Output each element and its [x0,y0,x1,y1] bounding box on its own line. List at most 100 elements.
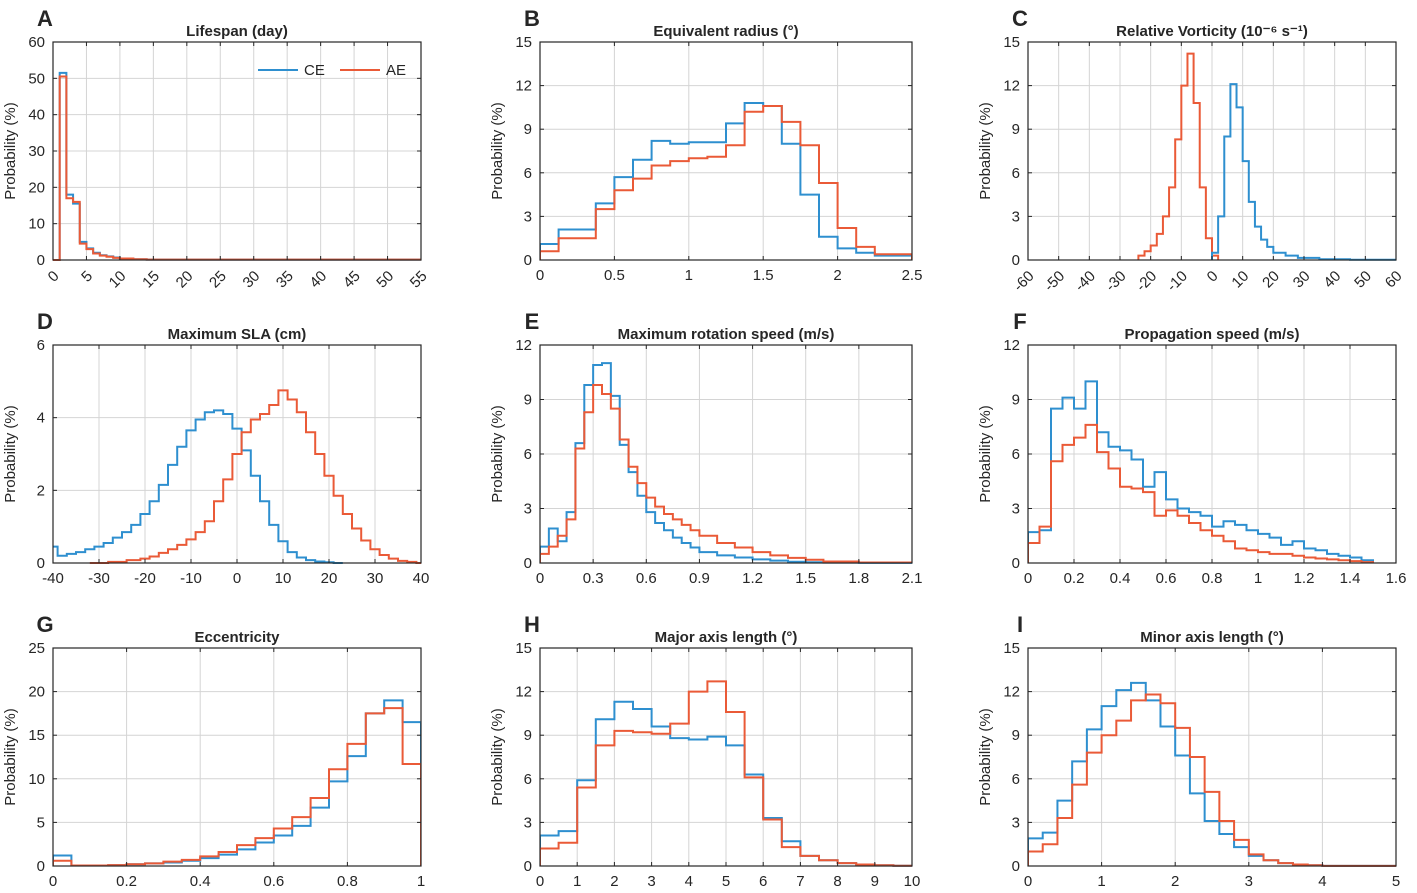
y-tick-label: 15 [515,34,532,51]
panel-letter: H [524,612,540,637]
x-tick-label: 2 [610,873,618,890]
x-tick-label: 0.2 [116,873,137,890]
x-tick-label: 1 [417,873,425,890]
y-tick-label: 4 [37,410,45,427]
x-tick-label: 1.5 [753,267,774,284]
panel-e: 0 0.3 0.6 0.9 1.2 1.5 1.8 2.1 0 3 6 9 12 Probability … [489,309,922,587]
x-tick-label: -40 [42,570,64,587]
series-ae-line [53,75,421,261]
x-tick-label: 3 [1245,873,1253,890]
x-tick-label: 2 [1171,873,1179,890]
y-tick-label: 3 [524,814,532,831]
x-tick-label: 15 [139,268,163,292]
y-tick-label: 15 [1003,640,1020,657]
series-ae-line [540,383,912,564]
y-axis-label: Probability (%) [489,102,506,200]
plot-area [1028,648,1396,866]
y-tick-label: 12 [515,337,532,354]
panel-title: Equivalent radius (°) [653,23,798,40]
x-tick-label: 0.9 [689,570,710,587]
y-tick-label: 12 [1003,78,1020,95]
y-tick-label: 0 [1012,555,1020,572]
x-tick-label: -10 [180,570,202,587]
x-tick-label: 30 [367,570,384,587]
panel-title: Minor axis length (°) [1140,629,1284,646]
y-axis-label: Probability (%) [489,405,506,503]
panel-a: 0 5 10 15 20 25 30 35 40 45 50 550102030405060Proba… [2,6,431,291]
series-ae-line [1028,693,1396,867]
x-tick-label: 0.6 [1156,570,1177,587]
y-tick-label: 0 [524,858,532,875]
y-tick-label: 6 [1012,165,1020,182]
x-tick-label: 9 [871,873,879,890]
y-axis-label: Probability (%) [2,102,19,200]
y-tick-label: 3 [1012,208,1020,225]
x-tick-label: 0.5 [604,267,625,284]
panel-c: -60 -50 -40 -30 -20 -10 0 10 20 30 40 50 60 0 3 6 9 12 15 P… [977,6,1406,295]
y-tick-label: 15 [515,640,532,657]
y-axis-label: Probability (%) [977,708,994,806]
y-tick-label: 9 [524,392,532,409]
x-tick-label: 4 [685,873,693,890]
x-tick-label: 50 [373,268,397,292]
x-tick-label: 40 [1320,268,1344,292]
panel-title: Major axis length (°) [655,629,798,646]
x-tick-label: 10 [106,268,130,292]
y-tick-label: 0 [524,555,532,572]
x-tick-label: 1 [1097,873,1105,890]
y-axis-label: Probability (%) [2,405,19,503]
y-tick-label: 10 [28,216,45,233]
x-tick-label: -40 [1072,268,1099,295]
x-tick-label: 30 [1290,268,1314,292]
series-ae-line [540,104,912,260]
y-axis-label: Probability (%) [489,708,506,806]
y-tick-label: 60 [28,34,45,51]
x-tick-label: -20 [134,570,156,587]
x-tick-label: 20 [173,268,197,292]
panel-letter: B [524,6,540,31]
x-tick-label: 0.3 [583,570,604,587]
x-tick-label: 50 [1351,268,1375,292]
y-tick-label: 15 [1003,34,1020,51]
series-ae-line [89,389,421,564]
axes-frame [539,41,913,261]
panel-letter: C [1012,6,1028,31]
series-ae-line [1028,423,1374,564]
y-tick-label: 0 [1012,252,1020,269]
x-tick-label: 8 [833,873,841,890]
y-tick-label: 6 [524,446,532,463]
y-tick-label: 9 [524,727,532,744]
x-tick-label: -30 [88,570,110,587]
x-tick-label: 5 [722,873,730,890]
x-tick-label: 1 [685,267,693,284]
x-tick-label: 5 [1392,873,1400,890]
x-tick-label: -20 [1133,268,1160,295]
y-axis-label: Probability (%) [977,405,994,503]
y-tick-label: 10 [28,771,45,788]
x-tick-label: 3 [647,873,655,890]
panel-letter: D [37,309,53,334]
x-tick-label: 40 [413,570,430,587]
x-tick-label: 0.2 [1064,570,1085,587]
legend-ce-label: CE [304,62,325,79]
y-tick-label: 20 [28,179,45,196]
x-tick-label: 1.4 [1340,570,1361,587]
x-tick-label: 0 [45,268,63,286]
y-tick-label: 3 [524,208,532,225]
x-tick-label: 10 [1228,268,1252,292]
x-tick-label: 4 [1318,873,1326,890]
y-tick-label: 25 [28,640,45,657]
y-tick-label: 0 [37,555,45,572]
panel-b: 0 0.5 1 1.5 2 2.5 0 3 6 9 12 15 Probability (%) Equiv… [489,6,922,284]
x-tick-label: 1.8 [848,570,869,587]
axes-frame [52,647,422,867]
y-tick-label: 12 [515,684,532,701]
series-ae-line [53,707,421,867]
y-tick-label: 2 [37,482,45,499]
x-tick-label: 25 [206,268,230,292]
y-tick-label: 6 [524,771,532,788]
legend-ae-label: AE [386,62,406,79]
x-tick-label: 10 [904,873,921,890]
y-tick-label: 0 [37,252,45,269]
